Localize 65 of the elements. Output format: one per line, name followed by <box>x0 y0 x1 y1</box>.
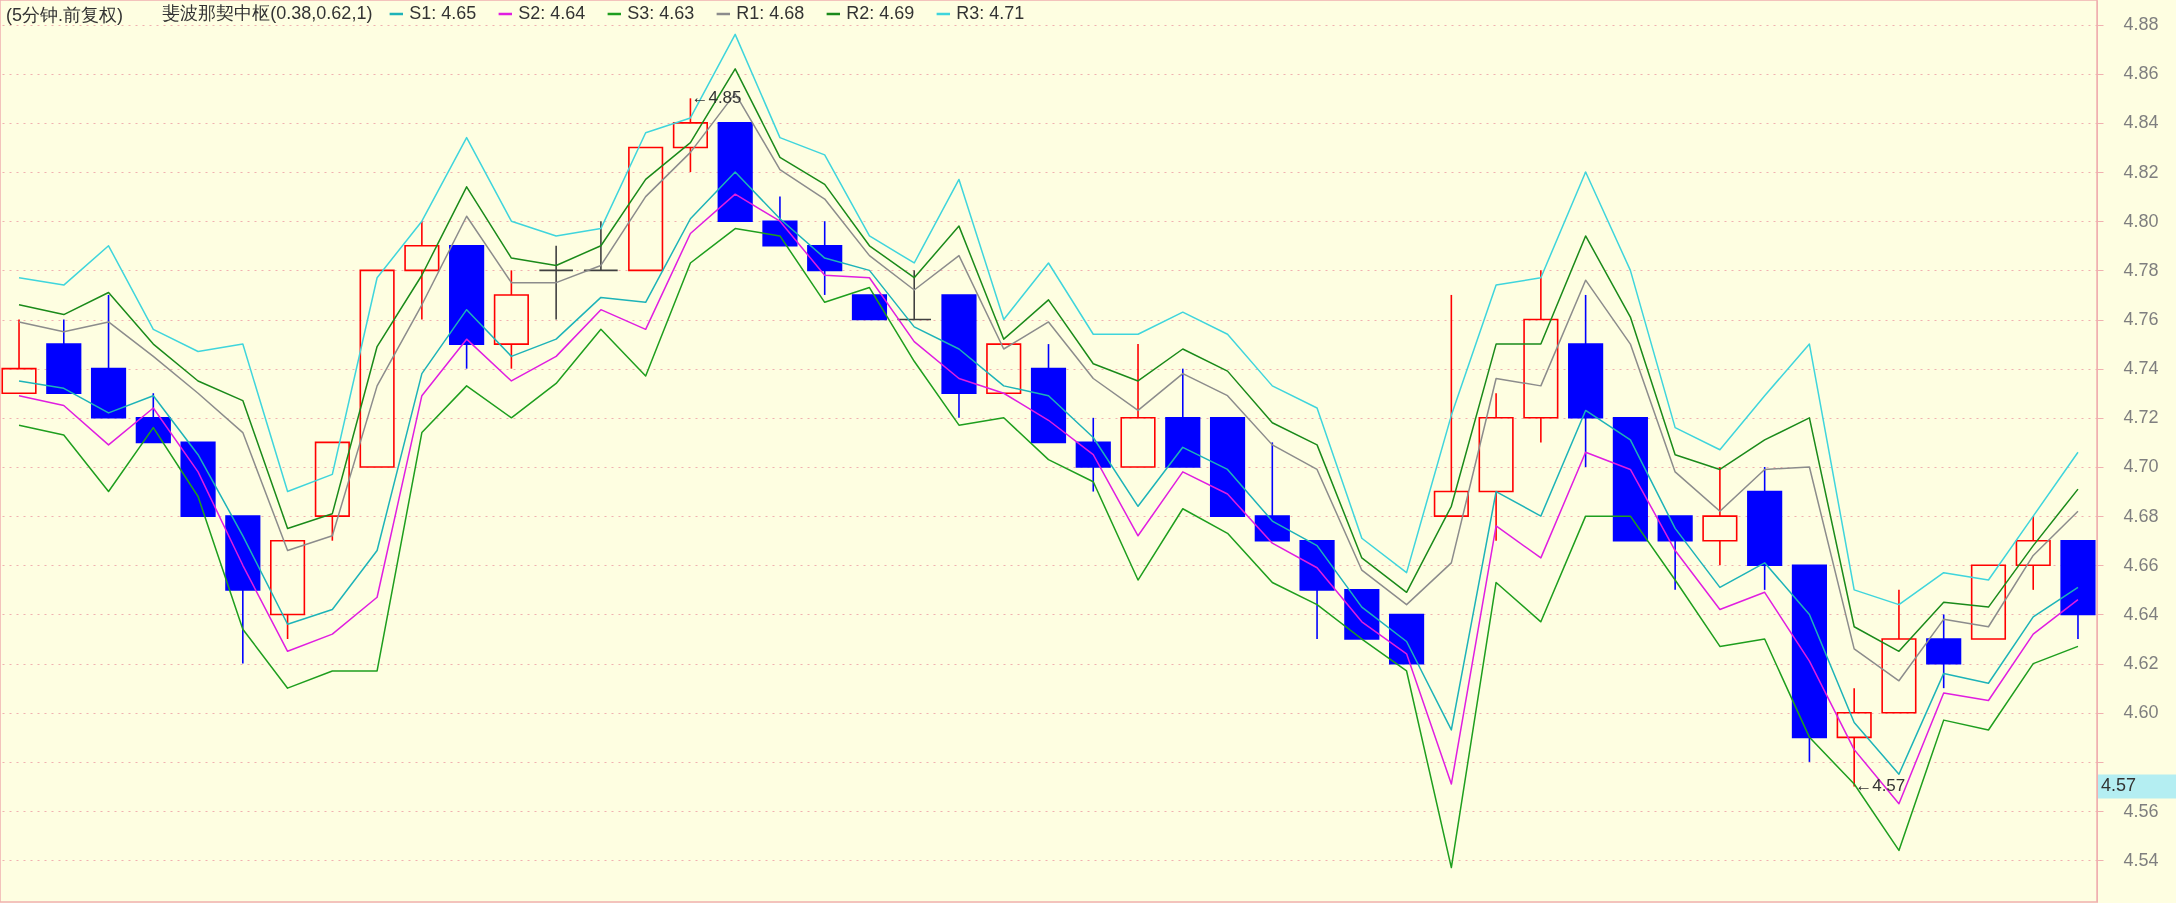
legend-label: R1: 4.68 <box>736 3 805 23</box>
candlestick <box>1747 466 1783 591</box>
legend-label: R3: 4.71 <box>956 3 1025 23</box>
y-tick-label: 4.70 <box>2123 456 2159 477</box>
y-tick-label: 4.56 <box>2123 800 2159 821</box>
legend-label: S3: 4.63 <box>627 3 695 23</box>
candlestick <box>225 515 261 665</box>
y-tick-label: 4.82 <box>2123 161 2159 182</box>
candlestick <box>493 269 529 370</box>
candlestick <box>1970 564 2007 640</box>
legend-label: S1: 4.65 <box>409 3 477 23</box>
candlestick <box>46 318 82 395</box>
candlestick <box>628 146 664 272</box>
candlestick <box>896 269 932 321</box>
candlestick <box>1120 343 1156 468</box>
candlestick <box>1657 515 1693 591</box>
y-tick-label: 4.62 <box>2123 653 2159 674</box>
candlestick <box>1254 441 1290 542</box>
candlestick <box>2015 515 2051 591</box>
y-tick-label: 4.80 <box>2123 210 2159 231</box>
candlestick <box>986 343 1022 395</box>
candlestick <box>359 269 395 468</box>
candlestick <box>314 441 350 542</box>
y-tick-label: 4.88 <box>2123 14 2159 35</box>
candlestick <box>1702 466 1738 567</box>
candlestick <box>1 318 37 395</box>
y-tick-label: 4.74 <box>2123 358 2159 379</box>
candlestick <box>941 294 977 419</box>
candlestick <box>851 294 888 321</box>
y-tick-label: 4.86 <box>2123 63 2159 84</box>
candlestick <box>1433 294 1469 517</box>
candlestick <box>583 220 619 272</box>
candlestick <box>1612 417 1648 542</box>
candlestick <box>1388 613 1425 665</box>
y-tick-label: 4.54 <box>2123 849 2159 870</box>
candlestick <box>1209 417 1246 517</box>
candlestick <box>449 244 485 370</box>
y-tick-label: 4.60 <box>2123 702 2159 723</box>
candlestick <box>1030 343 1067 444</box>
candlestick <box>1568 294 1604 468</box>
y-tick-label: 4.64 <box>2123 603 2159 624</box>
legend-label: R2: 4.69 <box>846 3 915 23</box>
y-tick-label: 4.84 <box>2123 112 2159 133</box>
candlestick <box>270 539 306 640</box>
candlestick <box>1165 367 1201 468</box>
chart-title: (5分钟.前复权) <box>6 5 123 25</box>
candlestick <box>1523 269 1559 444</box>
candlestick <box>538 244 574 321</box>
y-tick-label: 4.76 <box>2123 309 2159 330</box>
candlestick <box>717 122 753 222</box>
ref-line-label: 4.57 <box>2101 775 2137 796</box>
candlestick <box>90 294 127 419</box>
candlestick <box>2060 539 2096 640</box>
candlestick <box>404 220 440 321</box>
candlestick <box>1881 589 1917 714</box>
y-tick-label: 4.72 <box>2123 407 2159 428</box>
candlestick <box>1791 564 1827 763</box>
legend-label: S2: 4.64 <box>518 3 586 23</box>
candlestick <box>1478 392 1514 542</box>
y-tick-label: 4.68 <box>2123 505 2159 526</box>
candlestick <box>1926 613 1962 689</box>
y-tick-label: 4.66 <box>2123 554 2159 575</box>
candlestick <box>1299 539 1335 640</box>
legend-title: 斐波那契中枢(0.38,0.62,1) <box>162 3 373 23</box>
y-tick-label: 4.78 <box>2123 259 2159 280</box>
